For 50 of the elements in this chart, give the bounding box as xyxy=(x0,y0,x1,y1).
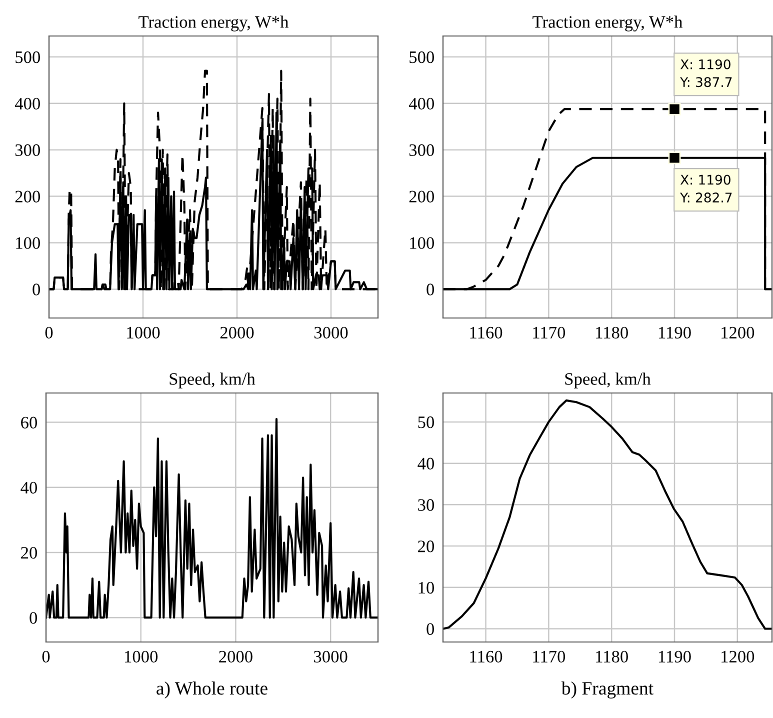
chart-title: Traction energy, W*h xyxy=(138,16,289,32)
x-tick-label: 1180 xyxy=(596,326,628,339)
chart-title: Speed, km/h xyxy=(170,372,256,388)
x-tick-label: 0 xyxy=(45,326,53,339)
x-tick-label: 0 xyxy=(42,650,50,663)
y-tick-label: 400 xyxy=(408,98,434,110)
x-tick-label: 1190 xyxy=(658,326,691,339)
annotation: X: 1190 Y: 387.7 xyxy=(680,59,732,88)
x-tick-label: 2000 xyxy=(219,650,252,663)
y-tick-label: 0 xyxy=(426,623,434,635)
y-tick-label: 30 xyxy=(418,499,434,511)
x-tick-label: 1000 xyxy=(125,650,158,663)
x-tick-label: 1160 xyxy=(470,326,502,339)
text: a) Whole route xyxy=(156,682,268,698)
y-tick-label: 100 xyxy=(410,237,434,249)
text: b) Fragment xyxy=(561,681,654,699)
y-tick-label: 100 xyxy=(16,237,40,249)
y-tick-label: 20 xyxy=(21,546,38,559)
y-tick-label: 0 xyxy=(32,284,40,296)
y-tick-label: 0 xyxy=(426,284,434,296)
annotation: X: 1190 Y: 282.7 xyxy=(680,174,732,203)
x-tick-label: 3000 xyxy=(314,650,348,663)
y-tick-label: 200 xyxy=(409,190,434,202)
line-series xyxy=(443,399,772,630)
chart-title: Speed, km/h xyxy=(565,372,651,388)
x-tick-label: 3000 xyxy=(314,326,348,339)
x-tick-label: 1170 xyxy=(533,326,566,339)
y-tick-label: 0 xyxy=(30,612,38,624)
x-tick-label: 2000 xyxy=(220,326,254,339)
y-tick-label: 50 xyxy=(418,416,434,428)
x-tick-label: 1170 xyxy=(533,650,566,663)
y-tick-label: 400 xyxy=(14,98,40,110)
y-tick-label: 60 xyxy=(21,416,38,428)
y-tick-label: 200 xyxy=(15,190,40,202)
x-tick-label: 1200 xyxy=(722,326,754,339)
x-tick-label: 1160 xyxy=(470,650,502,663)
y-tick-label: 20 xyxy=(418,540,434,552)
y-tick-label: 10 xyxy=(418,582,434,594)
x-tick-label: 1190 xyxy=(658,650,691,663)
x-tick-label: 1200 xyxy=(722,650,754,663)
y-tick-label: 40 xyxy=(418,458,434,470)
y-tick-label: 40 xyxy=(20,482,38,494)
y-tick-label: 300 xyxy=(409,144,434,156)
x-tick-label: 1180 xyxy=(596,650,628,663)
x-tick-label: 1000 xyxy=(127,326,160,339)
y-tick-label: 500 xyxy=(16,51,40,64)
y-tick-label: 500 xyxy=(410,51,434,64)
line-series xyxy=(46,418,378,619)
chart-title: Traction energy, W*h xyxy=(532,16,683,32)
y-tick-label: 300 xyxy=(15,144,40,156)
